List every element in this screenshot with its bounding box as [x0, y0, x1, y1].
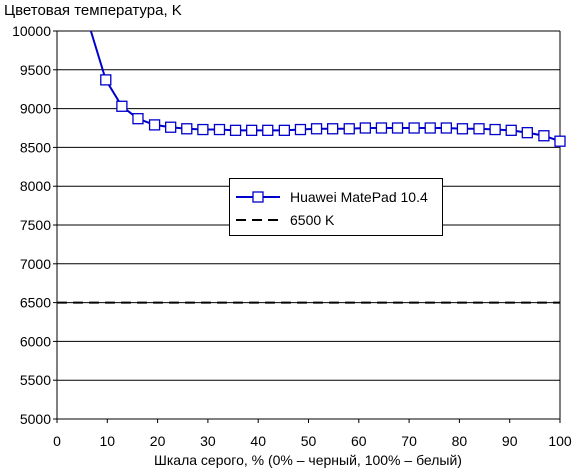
y-tick-label: 6500: [20, 295, 51, 311]
data-point-marker: [473, 123, 485, 135]
x-tick-label: 70: [401, 433, 417, 449]
data-point-marker: [165, 121, 177, 133]
x-tick-label: 40: [250, 433, 266, 449]
legend-marker-6500k: [236, 219, 280, 221]
data-point-marker: [343, 123, 355, 135]
data-point-marker: [246, 124, 258, 136]
data-point-marker: [489, 123, 501, 136]
y-tick-label: 6000: [20, 333, 51, 349]
data-point-marker: [538, 130, 550, 142]
data-point-marker: [521, 127, 533, 139]
data-point-marker: [197, 123, 209, 136]
y-tick-label: 8500: [20, 139, 51, 155]
legend-marker-matepad: [236, 191, 280, 203]
x-tick-labels: 0 10 20 30 40 50 60 70 80 90 100: [53, 433, 572, 449]
data-point-marker: [554, 135, 566, 147]
y-tick-label: 9500: [20, 62, 51, 78]
x-tick-label: 50: [301, 433, 317, 449]
y-tick-label: 10000: [12, 23, 51, 39]
x-tick-label: 90: [502, 433, 518, 449]
data-point-marker: [116, 100, 128, 112]
legend-label-matepad: Huawei MatePad 10.4: [290, 189, 428, 205]
y-tick-label: 5500: [20, 372, 51, 388]
legend-item-6500k: 6500 K: [236, 210, 334, 230]
data-point-marker: [326, 123, 339, 135]
data-point-marker: [132, 113, 144, 125]
x-tick-label: 20: [150, 433, 166, 449]
data-point-marker: [278, 124, 291, 136]
y-tick-label: 9000: [20, 101, 51, 117]
data-point-marker: [294, 123, 307, 136]
data-point-marker: [424, 122, 436, 134]
x-tick-label: 100: [548, 433, 572, 449]
series-layer: [57, 30, 566, 304]
legend-item-matepad: Huawei MatePad 10.4: [236, 187, 428, 207]
data-point-marker: [359, 122, 371, 134]
data-point-marker: [505, 124, 517, 136]
y-axis-title: Цветовая температура, K: [4, 2, 182, 19]
y-tick-label: 7500: [20, 217, 51, 233]
x-tick-label: 60: [351, 433, 367, 449]
x-tick-label: 10: [100, 433, 116, 449]
data-point-marker: [310, 123, 323, 135]
x-tick-label: 0: [53, 433, 61, 449]
legend: Huawei MatePad 10.4 6500 K: [229, 178, 443, 236]
x-axis-title: Шкала серого, % (0% – черный, 100% – бел…: [154, 452, 462, 468]
legend-label-6500k: 6500 K: [290, 212, 335, 228]
grid-lines: [53, 30, 561, 423]
y-tick-label: 7000: [20, 256, 51, 272]
data-point-marker: [456, 123, 469, 135]
y-tick-label: 5000: [20, 411, 51, 427]
x-tick-label: 30: [200, 433, 216, 449]
y-tick-labels: 5000 5500 6000 6500 7000 7500 8000 8500 9000 9500…: [12, 23, 51, 427]
data-point-marker: [213, 123, 226, 136]
data-point-marker: [375, 122, 388, 134]
data-point-marker: [408, 122, 420, 134]
data-point-marker: [181, 123, 193, 135]
data-point-marker: [440, 122, 452, 134]
data-point-marker: [229, 124, 242, 136]
y-tick-label: 8000: [20, 178, 51, 194]
data-point-marker: [262, 124, 274, 136]
x-tick-label: 80: [452, 433, 468, 449]
data-point-marker: [148, 119, 161, 131]
data-point-marker: [391, 122, 404, 134]
data-point-marker: [100, 74, 112, 86]
